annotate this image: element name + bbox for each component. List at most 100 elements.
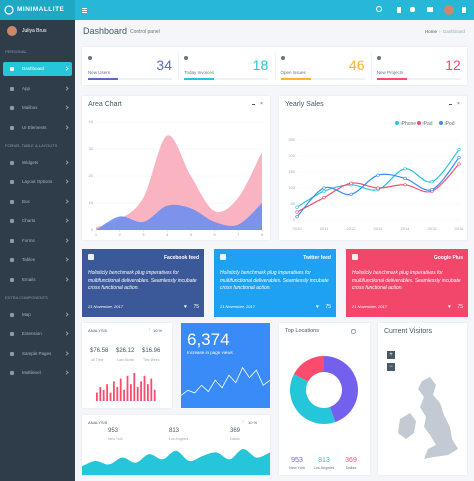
x-tick-label: 3 <box>142 232 145 237</box>
y-tick-label: 40 <box>89 119 94 124</box>
up-arrow: ↑ <box>242 419 245 424</box>
x-tick-label: 2015 <box>428 226 438 231</box>
menu-icon <box>10 106 14 110</box>
menu-label: UI Elements <box>22 124 47 130</box>
menu-item[interactable]: Extension <box>3 327 72 341</box>
bar <box>126 375 129 401</box>
menu-label: Sample Pages <box>22 350 52 356</box>
analysis-value: 953 <box>108 428 119 434</box>
bar <box>96 392 98 401</box>
divider <box>178 52 180 80</box>
card-title: Current Visitors <box>384 328 433 335</box>
page-views-value: 6,374 <box>187 330 230 349</box>
menu-item[interactable]: App <box>3 82 72 96</box>
x-tick-label: 7 <box>237 232 240 237</box>
minimize-icon[interactable] <box>252 104 255 105</box>
stat-value: 18 <box>252 57 269 73</box>
breadcrumb-current: Dashboard <box>443 29 466 34</box>
menu-item[interactable]: Charts <box>3 214 72 228</box>
settings-icon <box>351 329 356 334</box>
point <box>322 186 326 190</box>
point <box>322 195 326 200</box>
chevron <box>64 198 69 204</box>
y-tick-label: 30 <box>89 146 94 151</box>
chart <box>180 366 271 396</box>
menu-label: Map <box>22 311 31 317</box>
bar <box>130 384 132 401</box>
zoom-out[interactable]: − <box>387 363 395 371</box>
y-tick-label: 10 <box>89 200 94 205</box>
x-tick-label: 2014 <box>401 226 411 231</box>
y-tick-label: 150 <box>288 169 295 174</box>
menu-icon <box>10 238 14 243</box>
social-likes: 75 <box>325 304 331 310</box>
stat-icon <box>280 56 285 60</box>
chevron <box>64 257 69 262</box>
menu-item-active[interactable]: Dashboard <box>3 62 72 76</box>
menu-item[interactable]: Map <box>3 308 72 322</box>
donut-slice <box>324 356 358 423</box>
analysis2-card: ANALYSIS ↑ 10 % 953 New York 813 Los Angeles 36… <box>82 415 270 475</box>
zoom-in[interactable]: + <box>387 351 395 359</box>
chevron <box>64 85 69 91</box>
menu-icon <box>10 258 14 262</box>
legend-label: iPod <box>445 121 455 127</box>
stat-icon <box>376 56 381 60</box>
social-card: Google Plus Holisticly benchmark plug imp… <box>346 249 468 317</box>
area-chart-card: Area Chart × 0 10 20 30 40 1 2 3 4 5 6 7 8 <box>82 96 270 240</box>
card-title: Area Chart <box>88 101 122 108</box>
x-tick-label: 2016 <box>455 226 465 231</box>
stat-track <box>376 78 461 80</box>
area <box>82 448 270 475</box>
menu-item[interactable]: Multilevel <box>3 366 72 380</box>
chart: 0 10 20 30 40 1 2 3 4 5 6 7 8 <box>89 119 264 237</box>
menu-label: Multilevel <box>22 370 41 375</box>
stat-label: Open Issues <box>280 70 306 75</box>
analysis-title: ANALYSIS <box>88 328 108 333</box>
social-likes: 75 <box>457 304 463 310</box>
menu-item[interactable]: Sample Pages <box>3 347 72 361</box>
point <box>349 192 353 196</box>
point <box>376 186 380 190</box>
point <box>322 189 326 193</box>
menu-item[interactable]: Mailbox <box>3 101 72 115</box>
logo: MINIMALLITE <box>17 6 65 13</box>
x-tick-label: 5 <box>190 232 193 237</box>
y-tick-label: 0 <box>293 217 296 222</box>
menu-item[interactable]: Emails <box>3 273 72 287</box>
chevron <box>64 331 69 336</box>
legend-dot <box>417 121 421 125</box>
chevron <box>64 237 69 243</box>
stat-label: New Projects <box>376 70 404 75</box>
menu-item[interactable]: Layout Options <box>3 175 72 189</box>
heart-icon: ♥ <box>316 304 319 310</box>
chevron <box>64 350 69 356</box>
social-likes: 75 <box>193 304 199 310</box>
page-views-card: 6,374 Increase in page views <box>180 323 271 408</box>
chevron <box>64 66 69 71</box>
menu-item[interactable]: Tables <box>3 253 72 267</box>
donut-slice <box>293 356 324 382</box>
x-tick-label: 2013 <box>374 226 384 231</box>
social-icon <box>220 254 226 260</box>
heart-icon: ♥ <box>448 304 451 310</box>
location-label: Los Angeles <box>314 466 335 470</box>
menu-item[interactable]: UI Elements <box>3 121 72 135</box>
minimize-icon[interactable] <box>449 104 452 105</box>
chart: 953 New York 813 Los Angeles 369 Dallas <box>289 356 358 470</box>
social-date: 21 November, 2017 <box>352 304 387 309</box>
close-icon[interactable]: × <box>457 101 460 107</box>
menu-item[interactable]: Widgets <box>3 156 72 170</box>
x-tick-label: 2010 <box>293 226 303 231</box>
stat-label: New Users <box>88 70 111 75</box>
breadcrumb-home: Home <box>425 29 438 34</box>
menu-item[interactable]: Forms <box>3 234 72 248</box>
close-icon[interactable]: × <box>260 101 263 107</box>
social-text: Holisticly benchmark plug imperatives fo… <box>220 270 329 291</box>
menu-item[interactable]: Box <box>3 195 72 209</box>
chevron <box>64 276 69 282</box>
donut-slice <box>290 374 336 424</box>
legend-label: iPhone <box>401 121 417 127</box>
chevron <box>64 159 69 165</box>
bar <box>136 387 139 401</box>
